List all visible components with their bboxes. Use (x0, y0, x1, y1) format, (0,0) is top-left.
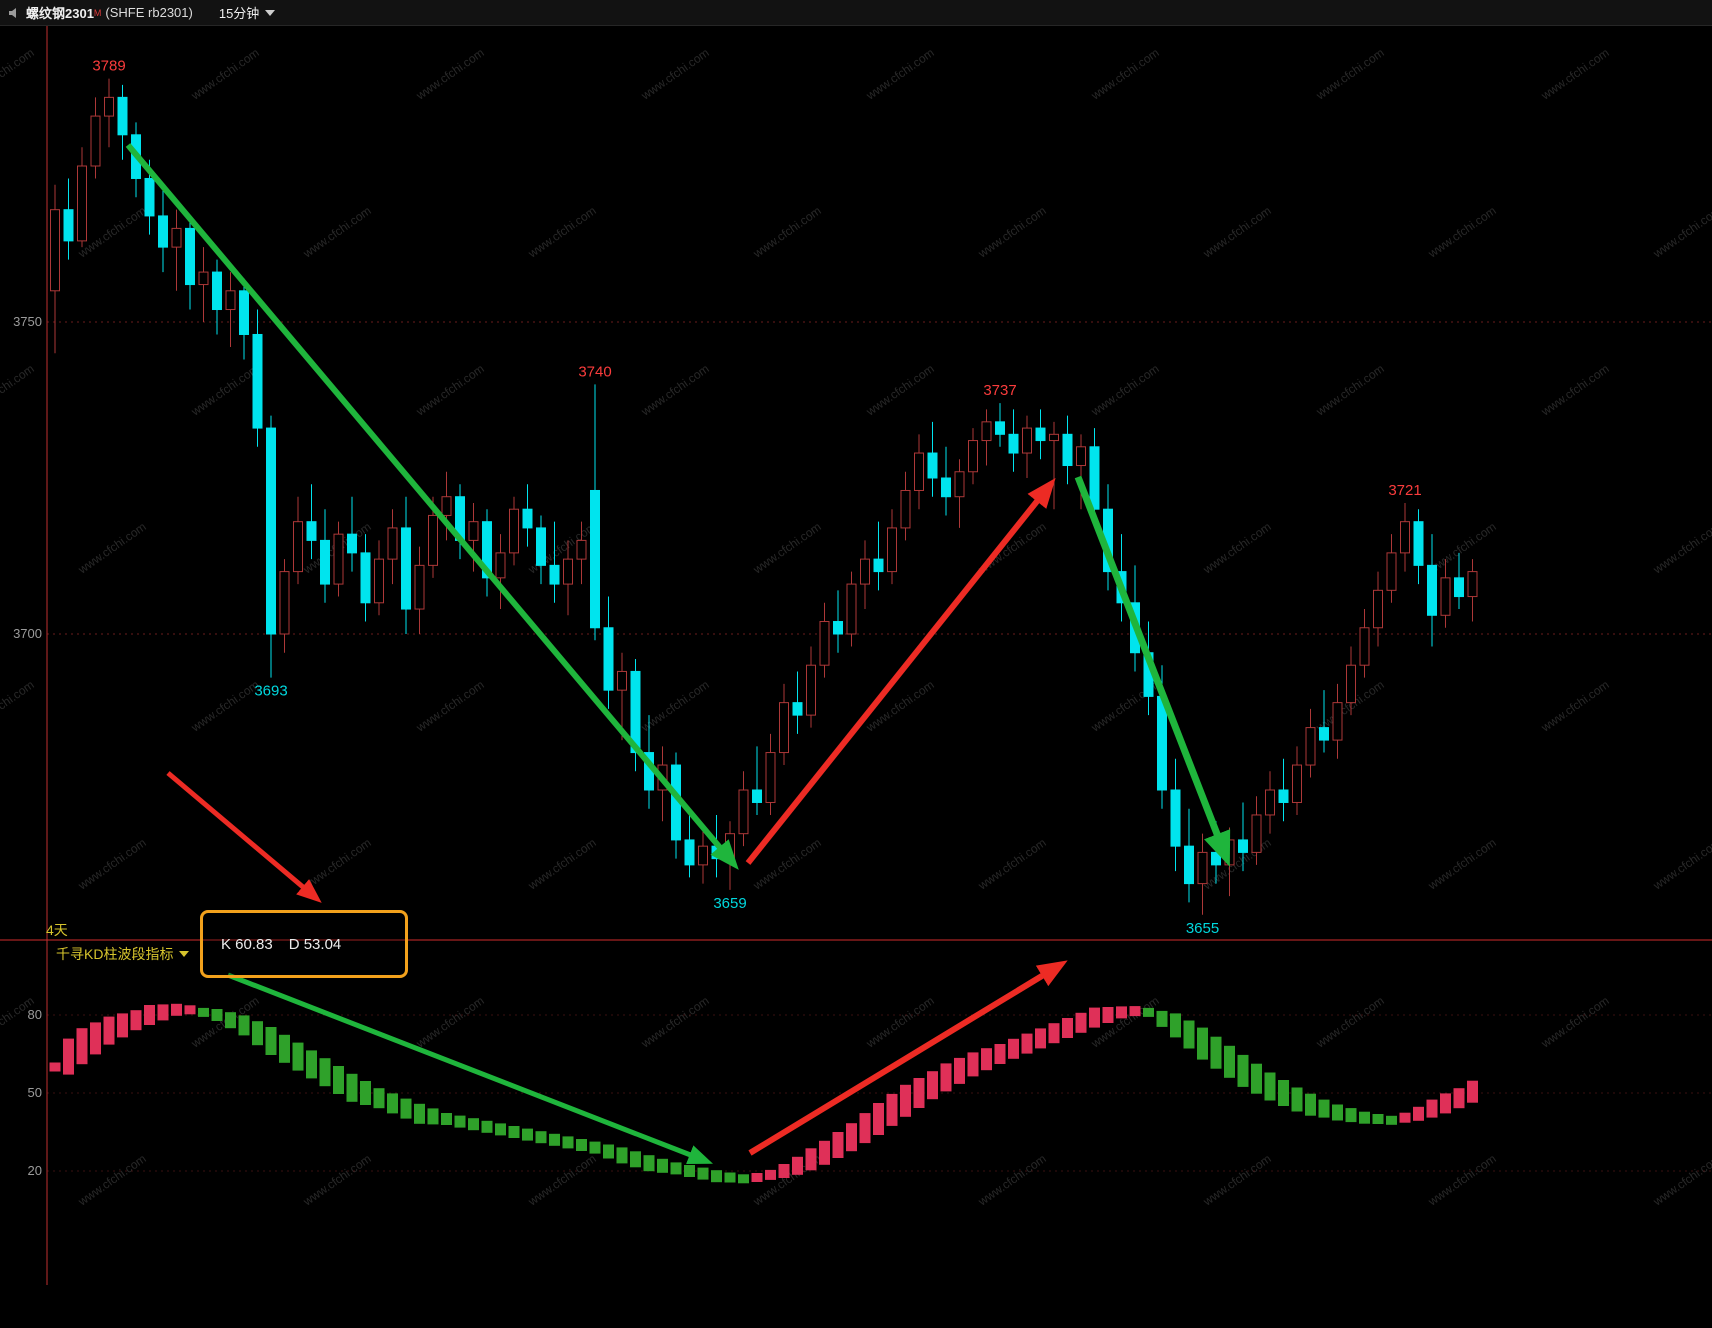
instrument-flag: M (93, 7, 102, 18)
svg-text:3659: 3659 (713, 895, 746, 912)
svg-text:www.cfchi.com: www.cfchi.com (188, 677, 262, 735)
svg-text:www.cfchi.com: www.cfchi.com (975, 1151, 1049, 1209)
k-value: K 60.83 (221, 935, 273, 953)
price-annotations: 3789 3693 3740 3659 3737 3655 3721 (92, 58, 1421, 937)
svg-text:www.cfchi.com: www.cfchi.com (1650, 1151, 1712, 1209)
downtrend-arrow-1 (125, 143, 739, 870)
svg-text:www.cfchi.com: www.cfchi.com (413, 361, 487, 419)
svg-text:www.cfchi.com: www.cfchi.com (638, 45, 712, 103)
svg-text:www.cfchi.com: www.cfchi.com (0, 677, 37, 735)
svg-text:50: 50 (28, 1085, 42, 1100)
svg-text:www.cfchi.com: www.cfchi.com (75, 519, 149, 577)
svg-text:www.cfchi.com: www.cfchi.com (75, 1151, 149, 1209)
announcement-icon (8, 7, 20, 19)
d-value: D 53.04 (288, 935, 342, 953)
svg-text:www.cfchi.com: www.cfchi.com (0, 993, 37, 1051)
topbar: 螺纹钢2301 M (SHFE rb2301) 15分钟 (0, 0, 1712, 26)
uptrend-arrow-1 (745, 477, 1056, 865)
svg-text:www.cfchi.com: www.cfchi.com (0, 45, 37, 103)
svg-text:www.cfchi.com: www.cfchi.com (1088, 361, 1162, 419)
svg-text:www.cfchi.com: www.cfchi.com (975, 203, 1049, 261)
svg-text:www.cfchi.com: www.cfchi.com (1538, 361, 1612, 419)
svg-text:www.cfchi.com: www.cfchi.com (188, 45, 262, 103)
candlestick-chart[interactable]: www.cfchi.com www.cfchi.com www.cfchi.com w… (0, 25, 1712, 1328)
svg-text:www.cfchi.com: www.cfchi.com (975, 835, 1049, 893)
svg-text:www.cfchi.com: www.cfchi.com (1538, 45, 1612, 103)
indicator-title: 千寻KD柱波段指标 (56, 946, 174, 962)
candles-group (50, 78, 1478, 915)
svg-text:www.cfchi.com: www.cfchi.com (1313, 993, 1387, 1051)
svg-text:www.cfchi.com: www.cfchi.com (188, 993, 262, 1051)
svg-text:www.cfchi.com: www.cfchi.com (1088, 45, 1162, 103)
svg-text:www.cfchi.com: www.cfchi.com (638, 993, 712, 1051)
svg-text:www.cfchi.com: www.cfchi.com (1200, 519, 1274, 577)
svg-text:www.cfchi.com: www.cfchi.com (863, 361, 937, 419)
svg-text:www.cfchi.com: www.cfchi.com (300, 203, 374, 261)
svg-text:www.cfchi.com: www.cfchi.com (1200, 1151, 1274, 1209)
svg-text:www.cfchi.com: www.cfchi.com (750, 519, 824, 577)
indicator-period-label: 4天 (46, 922, 68, 938)
svg-text:www.cfchi.com: www.cfchi.com (863, 993, 937, 1051)
svg-text:www.cfchi.com: www.cfchi.com (300, 835, 374, 893)
indicator-downtrend-arrow (227, 972, 713, 1164)
arrows-group (125, 143, 1231, 1164)
indicator-selector[interactable]: 千寻KD柱波段指标 (56, 944, 190, 964)
timeframe-selector[interactable]: 15分钟 (218, 3, 276, 22)
svg-text:www.cfchi.com: www.cfchi.com (638, 361, 712, 419)
svg-text:www.cfchi.com: www.cfchi.com (1425, 203, 1499, 261)
svg-text:www.cfchi.com: www.cfchi.com (525, 519, 599, 577)
svg-text:20: 20 (28, 1163, 42, 1178)
instrument-code: (SHFE rb2301) (105, 5, 193, 20)
svg-text:3721: 3721 (1388, 482, 1421, 499)
svg-text:www.cfchi.com: www.cfchi.com (525, 203, 599, 261)
svg-text:www.cfchi.com: www.cfchi.com (1425, 1151, 1499, 1209)
svg-text:3655: 3655 (1186, 920, 1219, 937)
svg-text:www.cfchi.com: www.cfchi.com (413, 45, 487, 103)
svg-text:3740: 3740 (578, 363, 611, 380)
svg-text:www.cfchi.com: www.cfchi.com (1313, 45, 1387, 103)
svg-text:www.cfchi.com: www.cfchi.com (525, 835, 599, 893)
svg-text:www.cfchi.com: www.cfchi.com (1200, 835, 1274, 893)
svg-text:3750: 3750 (13, 314, 42, 329)
svg-text:www.cfchi.com: www.cfchi.com (75, 835, 149, 893)
svg-text:3693: 3693 (254, 683, 287, 700)
pointer-arrow-kd (166, 771, 322, 903)
svg-text:www.cfchi.com: www.cfchi.com (300, 1151, 374, 1209)
timeframe-label: 15分钟 (218, 6, 260, 21)
svg-text:www.cfchi.com: www.cfchi.com (750, 203, 824, 261)
chevron-down-icon (179, 951, 190, 957)
svg-text:www.cfchi.com: www.cfchi.com (863, 45, 937, 103)
svg-text:www.cfchi.com: www.cfchi.com (1538, 993, 1612, 1051)
svg-text:www.cfchi.com: www.cfchi.com (0, 361, 37, 419)
svg-text:www.cfchi.com: www.cfchi.com (1425, 835, 1499, 893)
svg-text:www.cfchi.com: www.cfchi.com (1650, 203, 1712, 261)
svg-text:3737: 3737 (983, 382, 1016, 399)
indicator-uptrend-arrow (748, 960, 1068, 1156)
svg-text:www.cfchi.com: www.cfchi.com (1200, 203, 1274, 261)
svg-text:www.cfchi.com: www.cfchi.com (413, 993, 487, 1051)
chevron-down-icon (265, 9, 276, 16)
instrument-name: 螺纹钢2301 (26, 6, 94, 21)
svg-text:3789: 3789 (92, 58, 125, 75)
svg-text:80: 80 (28, 1007, 42, 1022)
svg-text:www.cfchi.com: www.cfchi.com (525, 1151, 599, 1209)
svg-text:www.cfchi.com: www.cfchi.com (1650, 519, 1712, 577)
svg-text:3700: 3700 (13, 626, 42, 641)
svg-text:www.cfchi.com: www.cfchi.com (188, 361, 262, 419)
svg-text:www.cfchi.com: www.cfchi.com (413, 677, 487, 735)
svg-text:www.cfchi.com: www.cfchi.com (1313, 361, 1387, 419)
svg-text:www.cfchi.com: www.cfchi.com (1650, 835, 1712, 893)
kd-value-box: K 60.83 D 53.04 (200, 910, 408, 978)
downtrend-arrow-2 (1074, 475, 1231, 867)
svg-text:www.cfchi.com: www.cfchi.com (1538, 677, 1612, 735)
price-axis-labels: 3750 3700 80 50 20 (13, 314, 42, 1178)
indicator-bars-group (49, 1003, 1478, 1184)
